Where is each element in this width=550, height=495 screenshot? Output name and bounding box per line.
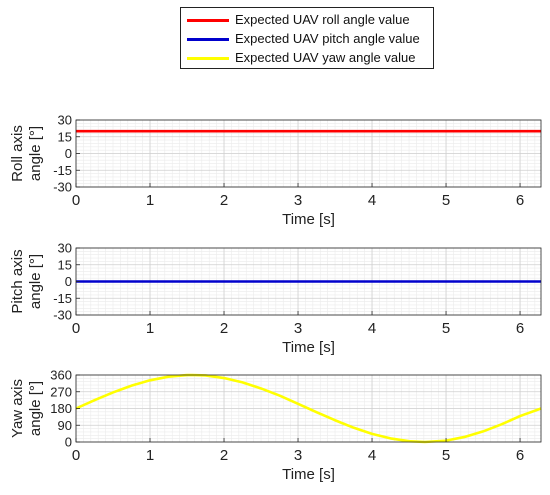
y-tick-label: 0 (65, 435, 72, 450)
y-tick-label: -15 (53, 291, 72, 306)
x-tick-label: 5 (442, 320, 450, 337)
x-tick-label: 3 (294, 192, 302, 209)
y-tick-label: 15 (58, 129, 72, 144)
legend-label-yaw: Expected UAV yaw angle value (235, 50, 416, 65)
x-tick-label: 6 (516, 320, 524, 337)
y-axis-label: angle [°] (27, 254, 44, 309)
legend-label-roll: Expected UAV roll angle value (235, 12, 410, 27)
x-tick-label: 4 (368, 320, 376, 337)
x-axis-label: Time [s] (282, 466, 335, 483)
y-tick-label: 30 (58, 113, 72, 128)
series-line-yaw (75, 373, 542, 444)
legend-entry-roll: Expected UAV roll angle value (187, 11, 431, 29)
y-tick-label: 360 (50, 368, 72, 383)
legend-entry-yaw: Expected UAV yaw angle value (187, 49, 431, 67)
x-tick-label: 3 (294, 320, 302, 337)
y-axis-label: angle [°] (27, 126, 44, 181)
x-tick-label: 1 (146, 192, 154, 209)
y-axis-label: Yaw axis (9, 379, 26, 438)
legend-entry-pitch: Expected UAV pitch angle value (187, 30, 431, 48)
x-tick-label: 3 (294, 447, 302, 464)
y-tick-label: 0 (65, 274, 72, 289)
y-tick-label: -30 (53, 308, 72, 323)
legend-label-pitch: Expected UAV pitch angle value (235, 31, 420, 46)
y-tick-label: 30 (58, 241, 72, 256)
x-tick-label: 6 (516, 447, 524, 464)
x-tick-label: 0 (72, 447, 80, 464)
y-axis-label: Roll axis (9, 125, 26, 182)
x-tick-label: 2 (220, 192, 228, 209)
y-tick-label: 180 (50, 401, 72, 416)
y-tick-label: -30 (53, 180, 72, 195)
x-tick-label: 1 (146, 447, 154, 464)
y-axis-label: Pitch axis (9, 249, 26, 313)
x-tick-label: 0 (72, 192, 80, 209)
y-tick-label: -15 (53, 163, 72, 178)
x-tick-label: 1 (146, 320, 154, 337)
x-tick-label: 2 (220, 447, 228, 464)
x-tick-label: 4 (368, 192, 376, 209)
x-tick-label: 0 (72, 320, 80, 337)
y-tick-label: 270 (50, 384, 72, 399)
y-tick-label: 0 (65, 146, 72, 161)
y-axis-label: angle [°] (27, 381, 44, 436)
x-tick-label: 2 (220, 320, 228, 337)
legend-swatch-roll (187, 19, 229, 22)
x-tick-label: 6 (516, 192, 524, 209)
legend-swatch-pitch (187, 38, 229, 41)
legend-swatch-yaw (187, 57, 229, 60)
x-tick-label: 5 (442, 192, 450, 209)
chart-legend: Expected UAV roll angle value Expected U… (180, 7, 434, 69)
x-axis-label: Time [s] (282, 211, 335, 228)
x-axis-label: Time [s] (282, 339, 335, 356)
x-tick-label: 5 (442, 447, 450, 464)
y-tick-label: 15 (58, 257, 72, 272)
x-tick-label: 4 (368, 447, 376, 464)
y-tick-label: 90 (58, 418, 72, 433)
